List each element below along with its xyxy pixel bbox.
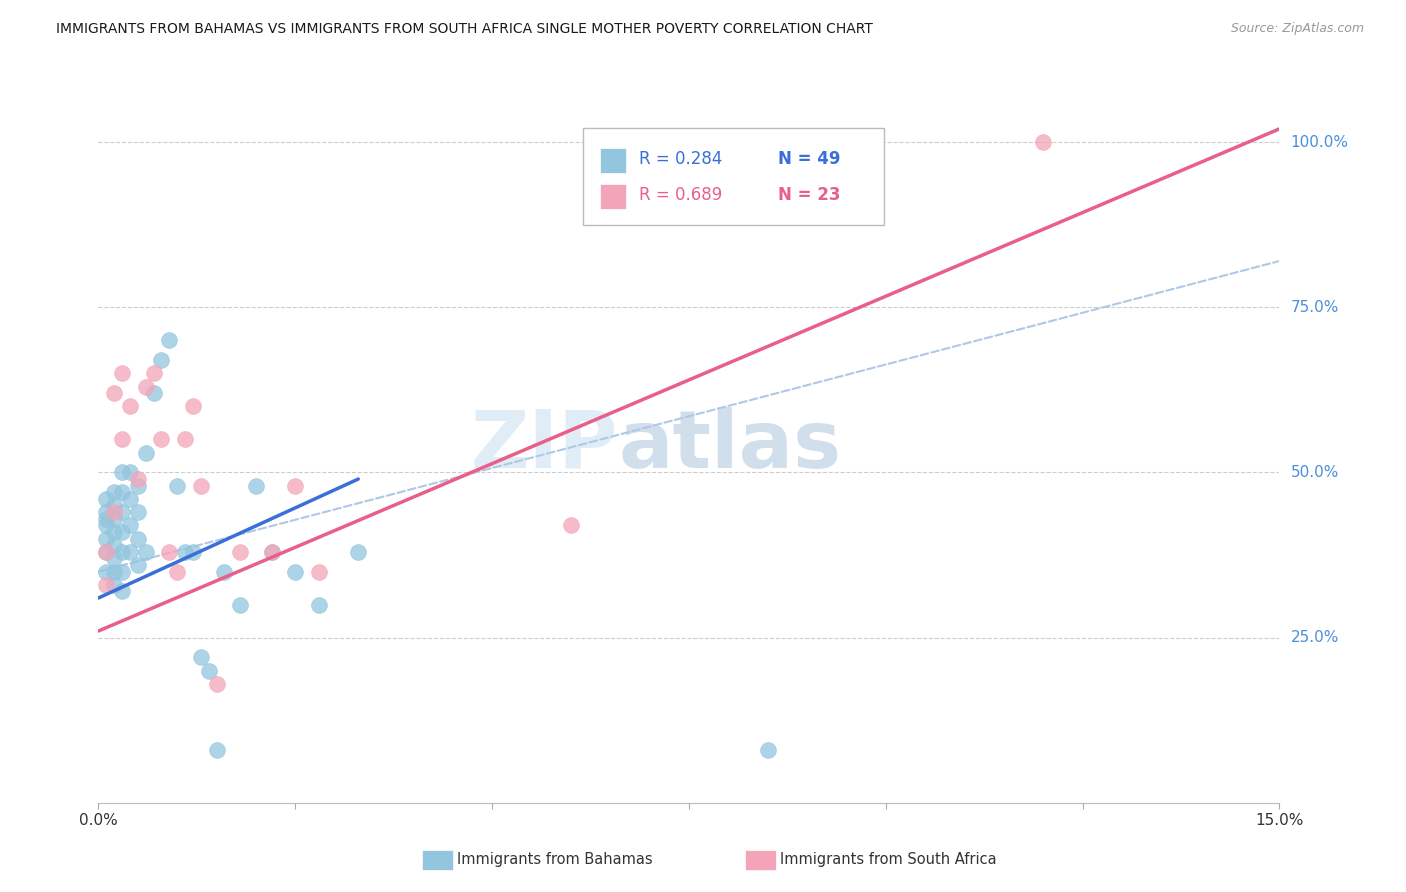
Point: [214, 565, 236, 579]
Point: [111, 433, 134, 447]
Point: [96, 532, 118, 546]
Point: [284, 565, 307, 579]
Point: [174, 545, 197, 559]
Point: [111, 584, 134, 599]
Text: Immigrants from Bahamas: Immigrants from Bahamas: [457, 853, 652, 867]
FancyBboxPatch shape: [582, 128, 884, 225]
Point: [174, 433, 197, 447]
Point: [127, 505, 149, 519]
Point: [308, 598, 330, 612]
Point: [347, 545, 370, 559]
Point: [103, 578, 125, 592]
Point: [96, 511, 118, 525]
Point: [181, 400, 204, 414]
Point: [103, 499, 125, 513]
Text: N = 23: N = 23: [778, 186, 839, 203]
Point: [245, 478, 267, 492]
Point: [166, 478, 188, 492]
Point: [111, 524, 134, 539]
Text: 25.0%: 25.0%: [1291, 630, 1339, 645]
Point: [1032, 135, 1054, 149]
Point: [96, 505, 118, 519]
Point: [111, 565, 134, 579]
Point: [756, 743, 779, 757]
Point: [111, 485, 134, 500]
Point: [560, 518, 582, 533]
Point: [118, 518, 141, 533]
Point: [142, 386, 165, 401]
Point: [103, 551, 125, 566]
Point: [150, 433, 173, 447]
Point: [308, 565, 330, 579]
Point: [181, 545, 204, 559]
Point: [135, 379, 157, 393]
Point: [190, 478, 212, 492]
Point: [103, 538, 125, 552]
Point: [96, 565, 118, 579]
Point: [111, 367, 134, 381]
Bar: [600, 184, 626, 209]
Point: [190, 650, 212, 665]
Point: [96, 491, 118, 506]
Point: [96, 545, 118, 559]
Point: [197, 664, 219, 678]
Text: N = 49: N = 49: [778, 150, 839, 168]
Point: [127, 472, 149, 486]
Point: [103, 565, 125, 579]
Point: [103, 386, 125, 401]
Point: [127, 532, 149, 546]
Point: [166, 565, 188, 579]
Point: [157, 545, 180, 559]
Point: [118, 545, 141, 559]
Point: [118, 466, 141, 480]
Point: [157, 333, 180, 347]
Point: [229, 598, 252, 612]
Text: IMMIGRANTS FROM BAHAMAS VS IMMIGRANTS FROM SOUTH AFRICA SINGLE MOTHER POVERTY CO: IMMIGRANTS FROM BAHAMAS VS IMMIGRANTS FR…: [56, 22, 873, 37]
Point: [96, 518, 118, 533]
Point: [150, 353, 173, 368]
Point: [96, 545, 118, 559]
Point: [260, 545, 283, 559]
Text: atlas: atlas: [619, 407, 841, 485]
Point: [118, 400, 141, 414]
Point: [205, 743, 228, 757]
Point: [260, 545, 283, 559]
Point: [103, 485, 125, 500]
Point: [96, 578, 118, 592]
Point: [103, 524, 125, 539]
Point: [111, 505, 134, 519]
Point: [205, 677, 228, 691]
Text: 50.0%: 50.0%: [1291, 465, 1339, 480]
Text: Source: ZipAtlas.com: Source: ZipAtlas.com: [1230, 22, 1364, 36]
Text: Immigrants from South Africa: Immigrants from South Africa: [780, 853, 997, 867]
Text: 75.0%: 75.0%: [1291, 300, 1339, 315]
Point: [127, 478, 149, 492]
Point: [111, 545, 134, 559]
Text: R = 0.284: R = 0.284: [640, 150, 723, 168]
Bar: [600, 148, 626, 173]
Point: [103, 505, 125, 519]
Text: R = 0.689: R = 0.689: [640, 186, 723, 203]
Point: [111, 466, 134, 480]
Point: [229, 545, 252, 559]
Point: [135, 445, 157, 459]
Text: 100.0%: 100.0%: [1291, 135, 1348, 150]
Text: ZIP: ZIP: [471, 407, 619, 485]
Point: [103, 511, 125, 525]
Point: [135, 545, 157, 559]
Point: [284, 478, 307, 492]
Point: [118, 491, 141, 506]
Point: [127, 558, 149, 572]
Point: [142, 367, 165, 381]
